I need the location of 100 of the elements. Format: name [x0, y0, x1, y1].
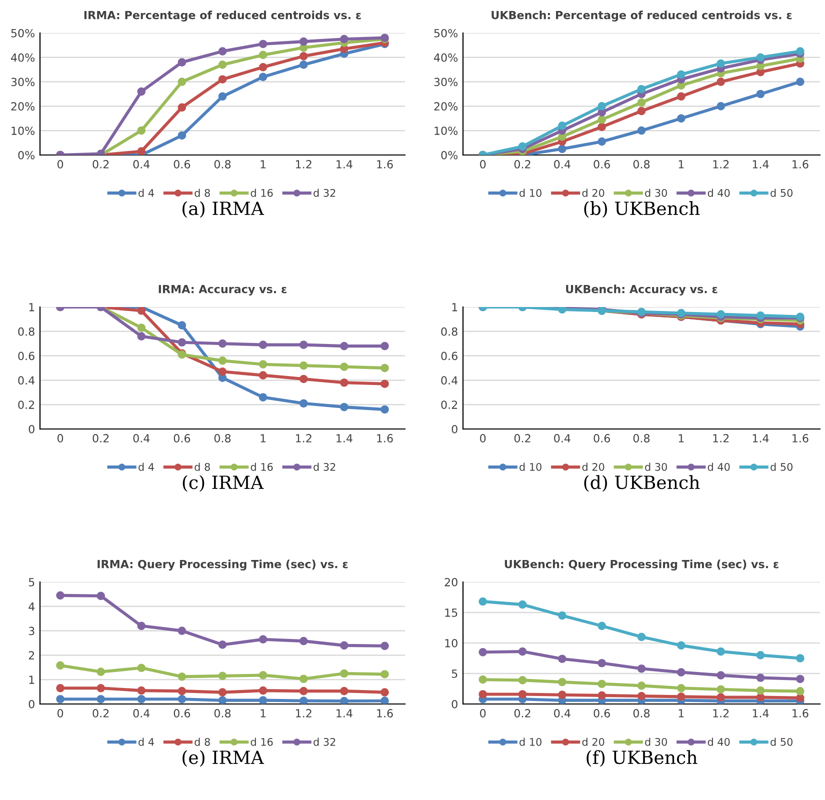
point: [716, 102, 725, 110]
y-tick-label: 1: [29, 676, 34, 684]
point: [677, 684, 686, 692]
x-tick-label: 1: [678, 434, 684, 442]
legend-label: d 40: [708, 188, 730, 197]
point: [137, 147, 146, 155]
point: [96, 694, 105, 704]
text: (f) UKBench: [586, 750, 698, 767]
point: [299, 37, 308, 46]
x-tick-label: 0.4: [554, 434, 570, 442]
point: [340, 669, 348, 678]
y-tick-label: 50%: [434, 28, 458, 38]
point: [756, 90, 765, 98]
x-tick-label: 0.6: [594, 160, 610, 168]
legend-label: d 40: [708, 462, 730, 471]
point: [716, 647, 725, 656]
legend-label: d 8: [194, 738, 210, 746]
point: [218, 688, 227, 696]
point: [598, 102, 606, 110]
x-tick-label: 1.4: [336, 160, 352, 168]
y-tick-label: 20%: [434, 102, 458, 111]
y-tick-label: 20%: [11, 102, 35, 111]
y-tick-label: 0.8: [441, 327, 458, 336]
point: [558, 144, 566, 154]
point: [96, 668, 105, 676]
point: [258, 686, 268, 695]
point: [137, 126, 146, 135]
point: [218, 696, 227, 704]
point: [218, 339, 227, 348]
point: [796, 47, 804, 56]
point: [756, 674, 765, 682]
point: [178, 626, 186, 635]
y-tick-label: 0: [452, 424, 458, 434]
legend-label: d 16: [250, 462, 273, 471]
y-tick-label: 10: [445, 638, 458, 648]
point: [380, 688, 389, 696]
point: [716, 693, 725, 702]
point: [218, 47, 227, 56]
point: [137, 332, 146, 340]
legend-label: d 4: [138, 738, 154, 746]
x-tick-label: 0: [57, 160, 64, 168]
x-tick-label: 1.6: [377, 434, 393, 442]
point: [796, 674, 804, 684]
point: [340, 34, 348, 44]
x-tick-label: 1.2: [713, 160, 729, 168]
point: [598, 658, 606, 668]
point: [558, 654, 566, 664]
point: [299, 686, 308, 696]
point: [677, 70, 686, 79]
chart-title: IRMA: Accuracy vs. ε: [158, 285, 286, 296]
point: [137, 694, 146, 704]
point: [218, 60, 227, 69]
point: [756, 53, 765, 62]
point: [716, 78, 725, 86]
point: [178, 321, 186, 330]
y-tick-label: 3: [28, 626, 34, 636]
point: [637, 664, 646, 673]
x-tick-label: 1.4: [752, 434, 769, 442]
y-tick-label: 0%: [441, 150, 458, 160]
y-tick-label: 50%: [11, 28, 35, 38]
point: [178, 78, 186, 86]
point: [178, 686, 186, 696]
x-tick-label: 0.4: [554, 709, 570, 718]
x-tick-label: 1: [678, 709, 684, 718]
text: (c) IRMA: [182, 475, 264, 492]
y-tick-label: 0.4: [18, 376, 35, 385]
x-tick-label: 0.2: [514, 434, 530, 442]
legend-label: d 4: [138, 188, 154, 197]
x-tick-label: 1.2: [713, 709, 729, 718]
point: [340, 378, 348, 387]
x-tick-label: 0: [480, 160, 486, 168]
point: [218, 356, 227, 365]
text: (a) IRMA: [182, 201, 264, 218]
y-tick-label: 0.2: [441, 400, 458, 409]
point: [299, 696, 308, 704]
x-tick-label: 1: [678, 160, 684, 168]
point: [796, 654, 804, 662]
point: [637, 682, 646, 690]
x-tick-label: 0.6: [174, 160, 190, 168]
point: [258, 40, 268, 48]
x-tick-label: 0.2: [92, 160, 109, 168]
point: [299, 374, 308, 384]
legend-label: d 50: [770, 188, 793, 197]
legend-label: d 16: [250, 738, 273, 746]
point: [299, 636, 308, 646]
legend-label: d 30: [645, 738, 667, 746]
y-tick-label: 0: [28, 700, 34, 708]
y-tick-label: 5: [28, 578, 34, 586]
point: [637, 106, 646, 116]
y-tick-label: 5: [452, 670, 458, 678]
point: [756, 651, 765, 660]
x-tick-label: 0.8: [214, 434, 231, 442]
point: [558, 678, 566, 686]
point: [518, 142, 527, 151]
chart-title: UKBench: Query Processing Time (sec) vs. ε: [504, 560, 778, 571]
x-tick-label: 0.4: [133, 434, 150, 442]
y-tick-label: 40%: [10, 53, 35, 62]
x-tick-label: 0.6: [174, 434, 190, 442]
x-tick-label: 1.4: [336, 709, 352, 718]
point: [258, 340, 268, 349]
